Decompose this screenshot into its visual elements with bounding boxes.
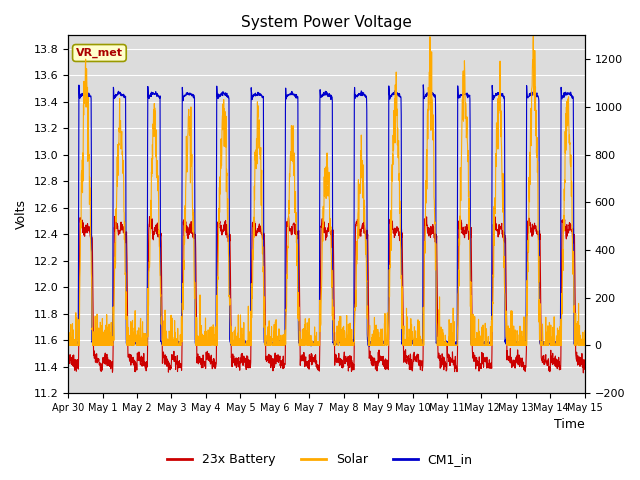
- CM1_in: [365, 343, 373, 349]
- 23x Battery: [209, 366, 216, 372]
- CM1_in: [550, 339, 557, 345]
- CM1_in: [419, 82, 427, 88]
- Text: VR_met: VR_met: [76, 48, 123, 58]
- Line: Solar: Solar: [68, 36, 585, 346]
- CM1_in: [341, 340, 349, 346]
- Solar: [341, 336, 349, 341]
- X-axis label: Time: Time: [554, 419, 585, 432]
- CM1_in: [209, 340, 216, 346]
- 23x Battery: [111, 214, 118, 219]
- Title: System Power Voltage: System Power Voltage: [241, 15, 412, 30]
- Line: CM1_in: CM1_in: [68, 85, 585, 346]
- Line: 23x Battery: 23x Battery: [68, 216, 585, 373]
- 23x Battery: [353, 219, 360, 225]
- Solar: [209, 341, 216, 347]
- CM1_in: [581, 340, 589, 346]
- 23x Battery: [536, 231, 543, 237]
- Solar: [477, 343, 484, 348]
- 23x Battery: [550, 356, 557, 361]
- 23x Battery: [581, 357, 589, 363]
- Y-axis label: Volts: Volts: [15, 199, 28, 229]
- Solar: [64, 328, 72, 334]
- Solar: [536, 337, 543, 343]
- CM1_in: [353, 93, 360, 98]
- CM1_in: [64, 339, 72, 345]
- Solar: [550, 343, 557, 348]
- 23x Battery: [341, 357, 349, 363]
- Solar: [581, 328, 589, 334]
- 23x Battery: [579, 370, 587, 376]
- Solar: [353, 253, 360, 259]
- Legend: 23x Battery, Solar, CM1_in: 23x Battery, Solar, CM1_in: [163, 448, 477, 471]
- CM1_in: [536, 338, 543, 344]
- Solar: [529, 33, 537, 38]
- 23x Battery: [64, 348, 72, 353]
- Solar: [65, 343, 72, 348]
- CM1_in: [477, 342, 484, 348]
- 23x Battery: [477, 364, 484, 370]
